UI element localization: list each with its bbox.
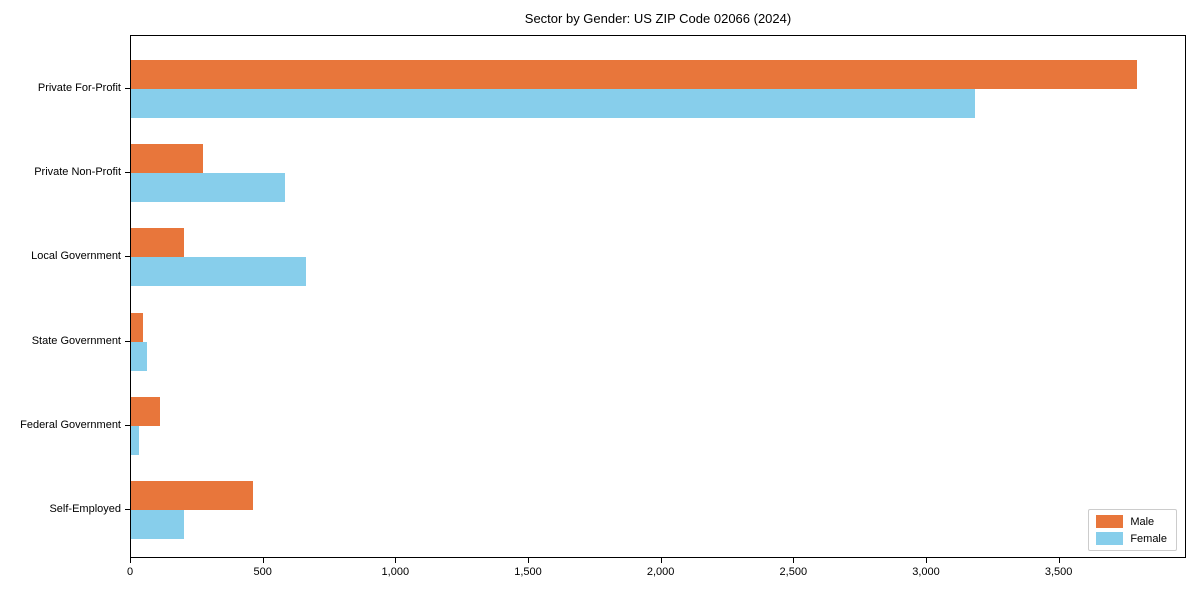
x-tick-label: 500	[253, 566, 272, 578]
y-tick-mark	[125, 509, 130, 510]
x-tick-label: 1,000	[381, 566, 410, 578]
bar-female-4	[131, 341, 147, 371]
bar-male-4	[131, 312, 143, 342]
bar-female-6	[131, 510, 184, 539]
legend-item-female: Female	[1096, 532, 1167, 545]
y-tick-label: Self-Employed	[49, 503, 121, 515]
x-tick-label: 2,000	[646, 566, 675, 578]
x-tick-label: 1,500	[514, 566, 542, 578]
y-tick-label: Private Non-Profit	[34, 166, 121, 179]
male-series-swatch	[1096, 515, 1124, 528]
bar-female-2	[131, 173, 285, 203]
y-tick-mark	[125, 424, 130, 426]
x-tick-mark	[395, 558, 397, 563]
y-tick-label: State Government	[31, 334, 121, 347]
chart-title: Sector by Gender: US ZIP Code 02066 (202…	[524, 11, 792, 26]
y-tick-label: Private For-Profit	[37, 82, 121, 94]
legend: Male Female	[1088, 509, 1177, 551]
y-tick-mark	[125, 172, 130, 174]
x-tick-label: 3,000	[912, 566, 940, 578]
x-tick-label: 2,500	[779, 566, 808, 578]
bar-female-1	[131, 89, 975, 118]
bar-male-1	[131, 60, 1137, 89]
y-tick-mark	[125, 256, 130, 258]
legend-label-female: Female	[1130, 532, 1167, 545]
y-tick-mark	[125, 88, 130, 89]
bar-male-2	[131, 144, 203, 174]
x-tick-mark	[660, 558, 662, 563]
legend-label-male: Male	[1130, 515, 1155, 528]
y-tick-mark	[125, 340, 130, 342]
x-tick-mark	[793, 558, 795, 563]
x-tick-mark	[130, 558, 131, 563]
bar-male-5	[131, 396, 160, 426]
female-series-swatch	[1096, 532, 1124, 545]
bar-male-3	[131, 228, 184, 258]
x-tick-label: 0	[126, 566, 134, 578]
bar-female-5	[131, 425, 139, 455]
legend-item-male: Male	[1096, 515, 1167, 528]
y-tick-label: Local Government	[31, 250, 121, 263]
x-tick-mark	[1058, 558, 1060, 563]
bar-male-6	[131, 481, 253, 510]
x-tick-mark	[262, 558, 264, 563]
y-tick-label: Federal Government	[20, 418, 121, 431]
plot-area: Male Female	[130, 35, 1186, 558]
x-tick-mark	[925, 558, 927, 563]
bar-female-3	[131, 257, 306, 287]
x-tick-mark	[527, 558, 529, 563]
x-tick-label: 3,500	[1044, 566, 1073, 578]
